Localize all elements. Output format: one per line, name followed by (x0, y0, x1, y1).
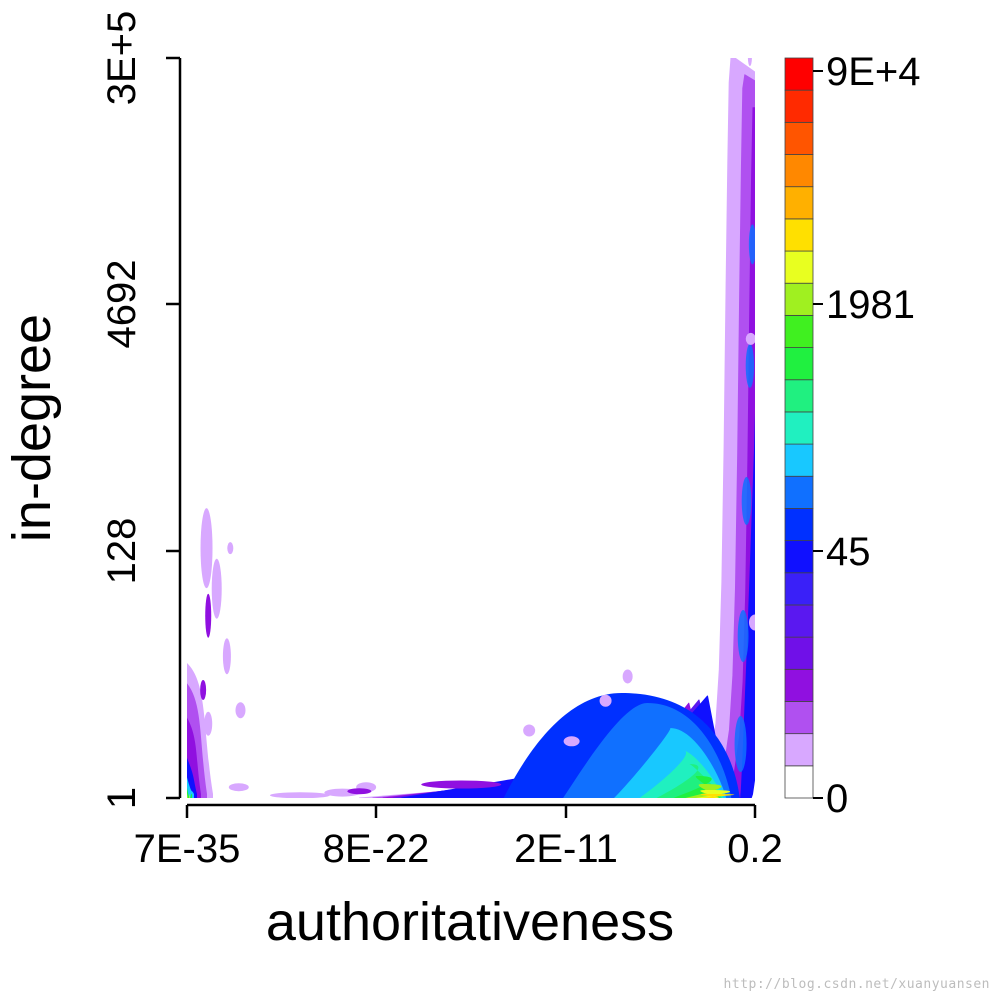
colorbar (784, 57, 814, 799)
colorbar-level (784, 314, 814, 348)
colorbar-level (784, 540, 814, 574)
colorbar-level (784, 733, 814, 767)
sparse-density-patch (347, 788, 372, 795)
colorbar-tick-label: 9E+4 (826, 50, 921, 94)
colorbar-level (784, 186, 814, 220)
sparse-density-patch (228, 783, 249, 792)
colorbar-level (784, 443, 814, 477)
colorbar-level (784, 154, 814, 188)
sparse-density-patch (200, 508, 213, 589)
colorbar-level (784, 250, 814, 284)
colorbar-level (784, 282, 814, 316)
sparse-density-patch (205, 593, 212, 638)
colorbar-tick-label: 45 (826, 530, 871, 574)
sparse-density-patch (421, 780, 502, 789)
sparse-density-patch (747, 58, 752, 66)
colorbar-level (784, 218, 814, 252)
colorbar-level (784, 636, 814, 670)
colorbar-level (784, 379, 814, 413)
x-axis-title: authoritativeness (266, 892, 674, 952)
left-column-density-level (187, 793, 190, 798)
colorbar-tick-label: 1981 (826, 283, 915, 327)
x-tick-label: 0.2 (727, 827, 783, 871)
ridge-spine-blob (741, 476, 752, 525)
sparse-density-patch (269, 792, 330, 798)
sparse-density-patch (622, 669, 633, 684)
sparse-density-patch (204, 711, 213, 736)
colorbar-level (784, 89, 814, 123)
sparse-density-patch (200, 679, 207, 700)
colorbar-level (784, 765, 814, 799)
x-tick-label: 2E-11 (514, 827, 618, 871)
density-contours (187, 58, 755, 798)
sparse-density-patch (211, 558, 222, 619)
colorbar-level (784, 475, 814, 509)
x-tick-label: 7E-35 (134, 827, 241, 871)
sparse-density-patch (745, 332, 755, 345)
plot-area (187, 58, 755, 798)
y-tick-label: 3E+5 (100, 11, 144, 106)
colorbar-level (784, 572, 814, 606)
sparse-density-patch (749, 614, 755, 631)
y-tick-label: 128 (100, 518, 144, 585)
colorbar-level (784, 411, 814, 445)
sparse-density-patch (222, 638, 231, 675)
ridge-core-level (700, 794, 735, 798)
colorbar-tick-label: 0 (826, 777, 848, 821)
colorbar-level (784, 57, 814, 91)
sparse-density-patch (523, 724, 536, 737)
sparse-density-patch (235, 702, 246, 719)
ridge-spine-blob (734, 715, 747, 772)
ridge-core-level (695, 790, 731, 798)
sparse-density-patch (227, 542, 234, 555)
y-axis-title: in-degree (2, 314, 62, 542)
colorbar-level (784, 121, 814, 155)
ridge-spine-blob (748, 224, 755, 265)
colorbar-level (784, 604, 814, 638)
ridge-spine-blob (745, 343, 755, 388)
colorbar-level (784, 508, 814, 542)
y-tick-label: 1 (100, 787, 144, 809)
ridge-spine-blob (737, 609, 749, 662)
x-tick-label: 8E-22 (323, 827, 430, 871)
sparse-density-patch (563, 736, 580, 747)
colorbar-level (784, 347, 814, 381)
left-column-density-level (187, 777, 194, 798)
colorbar-level (784, 701, 814, 735)
y-tick-label: 4692 (100, 260, 144, 349)
left-column-density-level (187, 787, 192, 798)
colorbar-level (784, 668, 814, 702)
watermark: http://blog.csdn.net/xuanyuansen (723, 977, 990, 992)
sparse-density-patch (599, 694, 612, 707)
